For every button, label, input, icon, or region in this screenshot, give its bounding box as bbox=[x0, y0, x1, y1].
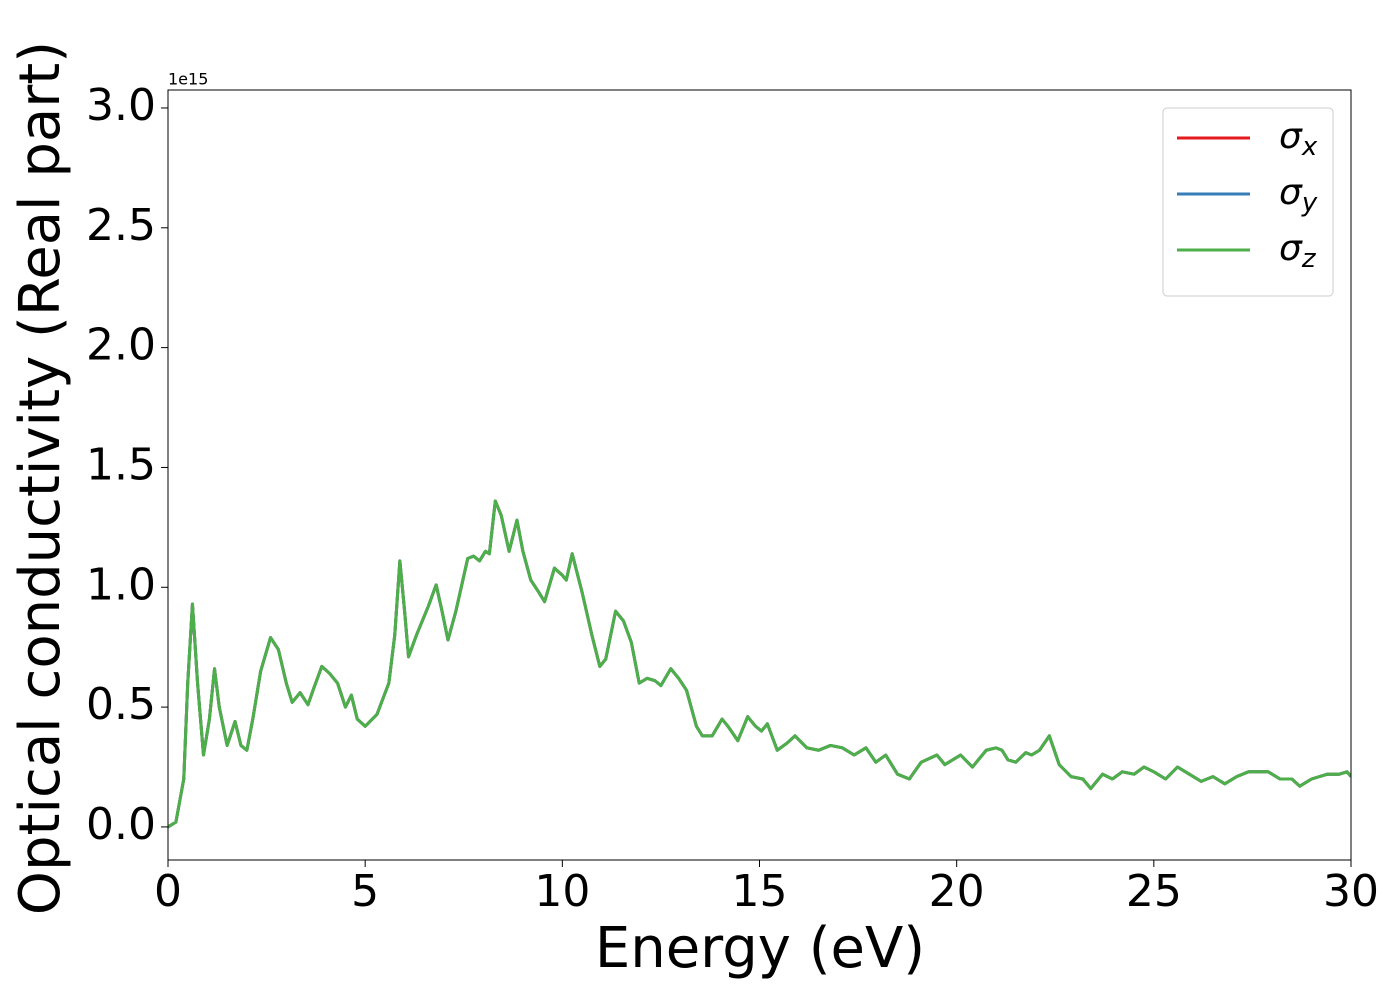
series-line bbox=[168, 499, 1351, 829]
series-line bbox=[168, 499, 1351, 829]
x-tick-label: 10 bbox=[534, 866, 590, 917]
x-tick-label: 20 bbox=[929, 866, 985, 917]
y-tick-label: 0.5 bbox=[86, 679, 156, 730]
x-tick-label: 25 bbox=[1126, 866, 1182, 917]
y-tick-label: 3.0 bbox=[86, 80, 156, 131]
plot-frame bbox=[167, 89, 1352, 861]
y-offset-label: 1e15 bbox=[168, 70, 208, 89]
legend-label: σy bbox=[1279, 172, 1318, 218]
y-tick-label: 2.5 bbox=[86, 200, 156, 251]
x-tick-label: 30 bbox=[1323, 866, 1379, 917]
legend-label: σz bbox=[1279, 228, 1317, 274]
x-axis-label: Energy (eV) bbox=[595, 916, 925, 981]
x-tick-label: 0 bbox=[154, 866, 182, 917]
x-tick-label: 5 bbox=[351, 866, 379, 917]
series-line bbox=[168, 499, 1351, 829]
x-tick-label: 15 bbox=[732, 866, 788, 917]
legend-label: σx bbox=[1279, 116, 1318, 162]
y-tick-label: 0.0 bbox=[86, 799, 156, 850]
y-tick-label: 2.0 bbox=[86, 320, 156, 371]
y-tick-label: 1.5 bbox=[86, 439, 156, 490]
y-tick-label: 1.0 bbox=[86, 559, 156, 610]
y-axis-label: Optical conductivity (Real part) bbox=[8, 41, 73, 915]
